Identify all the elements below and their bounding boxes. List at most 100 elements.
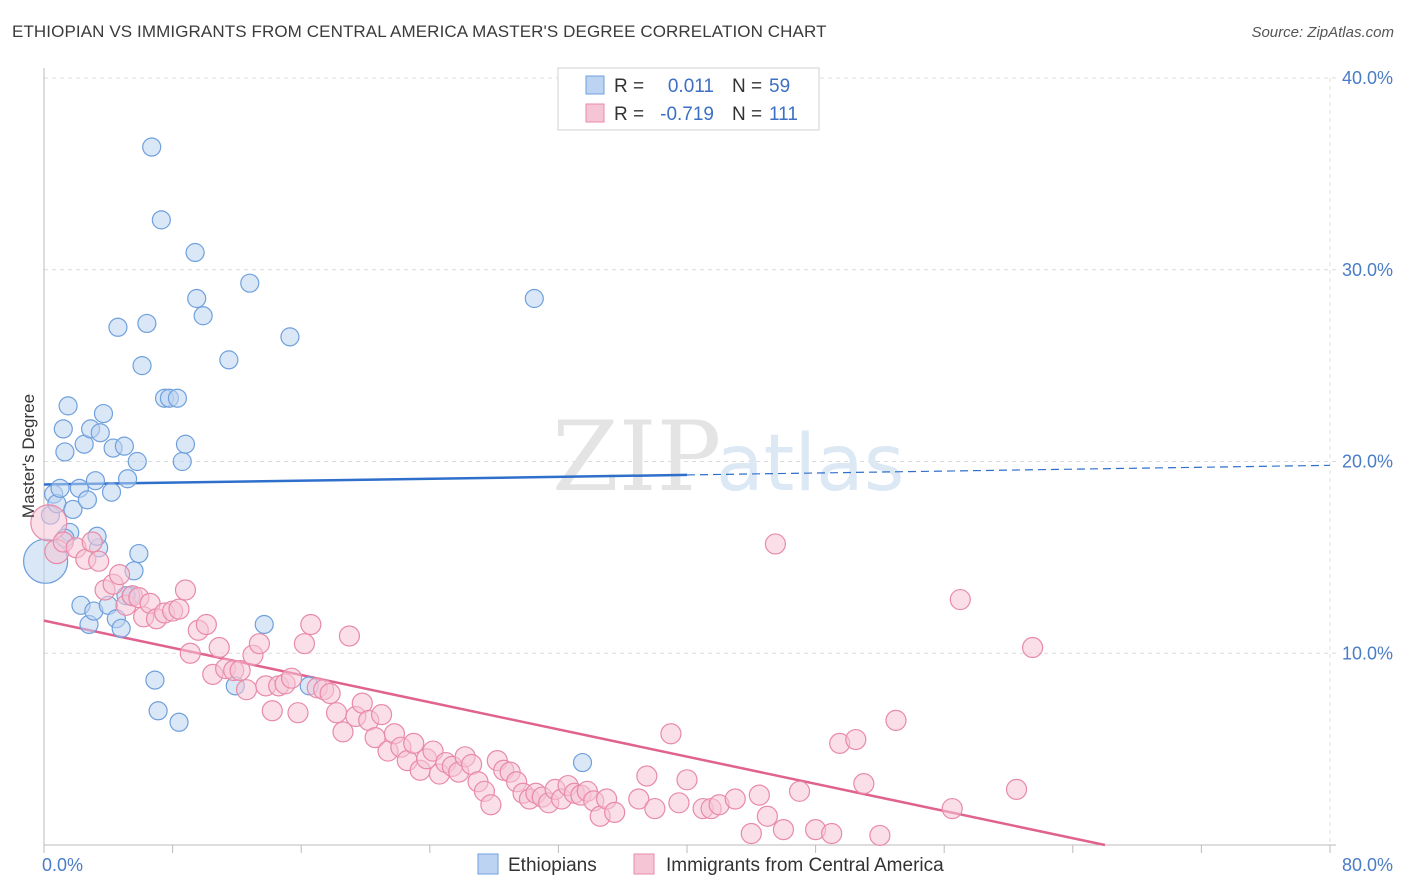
- ethiopians-point-5: [53, 419, 73, 439]
- central-america-point-110: [764, 533, 787, 555]
- ethiopians-point-26: [111, 618, 131, 638]
- ethiopians-point-13: [77, 490, 98, 510]
- ethiopians-trend-line-extension: [686, 464, 1331, 476]
- legend-n-label-2: N =: [732, 104, 762, 125]
- ethiopians-point-17: [85, 471, 106, 491]
- central-america-point-107: [941, 797, 963, 820]
- tick-labels: 10.0% 20.0% 30.0% 40.0% 0.0% 80.0%: [42, 68, 1393, 875]
- central-america-point-19: [174, 579, 197, 601]
- y-axis-label: Master's Degree: [19, 394, 38, 518]
- central-america-point-87: [644, 797, 666, 820]
- central-america-point-108: [1005, 778, 1028, 800]
- ethiopians-point-45: [185, 242, 205, 263]
- ethiopians-point-50: [240, 273, 260, 293]
- ethiopians-point-4: [50, 478, 70, 498]
- axes: [43, 68, 1336, 853]
- central-america-point-9: [108, 564, 131, 586]
- bottom-legend-ethiopians: Ethiopians: [508, 855, 597, 876]
- central-america-point-89: [668, 792, 690, 814]
- central-america-point-66: [480, 794, 502, 816]
- central-america-point-6: [88, 550, 110, 572]
- ethiopians-point-48: [219, 350, 239, 370]
- ethiopians-point-55: [572, 752, 593, 773]
- central-america-point-30: [248, 633, 271, 655]
- central-america-point-27: [229, 659, 251, 682]
- central-america-point-106: [885, 709, 907, 731]
- legend-r-label-1: R =: [614, 76, 644, 97]
- watermark-atlas: atlas: [716, 419, 905, 509]
- central-america-point-88: [660, 723, 682, 745]
- central-america-point-22: [195, 613, 217, 636]
- central-america-point-43: [332, 721, 354, 743]
- legend-r-value-1: 0.011: [668, 76, 714, 97]
- ethiopians-point-28: [117, 469, 138, 489]
- ethiopians-point-43: [172, 451, 192, 472]
- central-america-point-101: [821, 822, 843, 845]
- ethiopians-point-46: [187, 288, 207, 309]
- legend-r-value-2: -0.719: [660, 104, 714, 125]
- ethiopians-point-31: [127, 451, 147, 472]
- central-america-point-109: [1022, 636, 1044, 659]
- ethiopians-point-7: [58, 396, 78, 416]
- ethiopians-point-38: [151, 210, 171, 230]
- legend-n-label-1: N =: [732, 76, 762, 97]
- ethiopians-point-27: [114, 436, 134, 456]
- bottom-legend-central-america: Immigrants from Central America: [666, 855, 944, 876]
- central-america-point-54: [403, 732, 425, 754]
- chart-title: ETHIOPIAN VS IMMIGRANTS FROM CENTRAL AME…: [12, 22, 827, 41]
- legend-r-label-2: R =: [614, 104, 644, 125]
- ethiopians-point-52: [280, 327, 300, 347]
- central-america-point-86: [636, 765, 658, 787]
- ethiopians-point-19: [90, 423, 110, 443]
- trend-lines: [43, 464, 1331, 847]
- legend: R = 0.011 N = 59 R = -0.719 N = 111: [557, 67, 820, 131]
- ethiopians-point-44: [175, 434, 196, 454]
- legend-swatch-ethiopians: [585, 75, 605, 95]
- y-tick-label-0: 10.0%: [1342, 643, 1393, 663]
- central-america-point-95: [740, 822, 762, 845]
- y-tick-label-1: 20.0%: [1342, 452, 1393, 472]
- ethiopians-point-34: [137, 313, 157, 334]
- central-america-point-49: [370, 704, 393, 726]
- y-tick-label-3: 40.0%: [1342, 68, 1393, 88]
- central-america-point-42: [325, 702, 348, 724]
- ethiopians-point-20: [93, 403, 114, 424]
- central-america-point-28: [235, 679, 258, 701]
- central-america-point-36: [287, 702, 309, 724]
- central-america-point-96: [748, 784, 770, 806]
- legend-swatch-central-america: [585, 103, 605, 123]
- ethiopians-point-51: [254, 614, 274, 635]
- central-america-point-0: [30, 504, 68, 542]
- watermark-zip: ZIP: [552, 401, 721, 513]
- x-tick-label-min: 0.0%: [42, 855, 83, 875]
- central-america-point-104: [853, 773, 875, 795]
- ethiopians-point-36: [145, 670, 165, 690]
- central-america-point-20: [179, 642, 201, 664]
- central-america-point-98: [772, 819, 795, 841]
- central-america-point-38: [300, 613, 322, 636]
- central-america-point-35: [280, 667, 303, 689]
- ethiopians-point-32: [129, 543, 149, 564]
- legend-n-value-1: 59: [769, 76, 790, 97]
- central-america-point-105: [869, 824, 891, 847]
- central-america-point-103: [845, 728, 867, 751]
- legend-n-value-2: 111: [769, 104, 798, 125]
- source-label: Source: ZipAtlas.com: [1251, 24, 1394, 41]
- central-america-point-18: [168, 598, 190, 620]
- y-tick-label-2: 30.0%: [1342, 260, 1393, 280]
- ethiopians-point-33: [132, 356, 152, 376]
- bottom-legend-swatch-ethiopians: [477, 853, 499, 875]
- central-america-point-41: [319, 682, 341, 705]
- ethiopians-point-41: [167, 388, 188, 408]
- bottom-legend: Ethiopians Immigrants from Central Ameri…: [477, 853, 944, 876]
- ethiopians-point-37: [148, 701, 168, 721]
- central-america-point-32: [261, 700, 283, 722]
- central-america-point-5: [81, 531, 103, 553]
- ethiopians-point-6: [55, 442, 75, 462]
- central-america-point-111: [949, 588, 971, 611]
- x-tick-label-max: 80.0%: [1342, 855, 1393, 875]
- central-america-point-112: [604, 801, 626, 824]
- ethiopians-trend-line: [43, 473, 688, 486]
- ethiopians-point-22: [101, 482, 122, 502]
- bottom-legend-swatch-central-america: [633, 853, 655, 875]
